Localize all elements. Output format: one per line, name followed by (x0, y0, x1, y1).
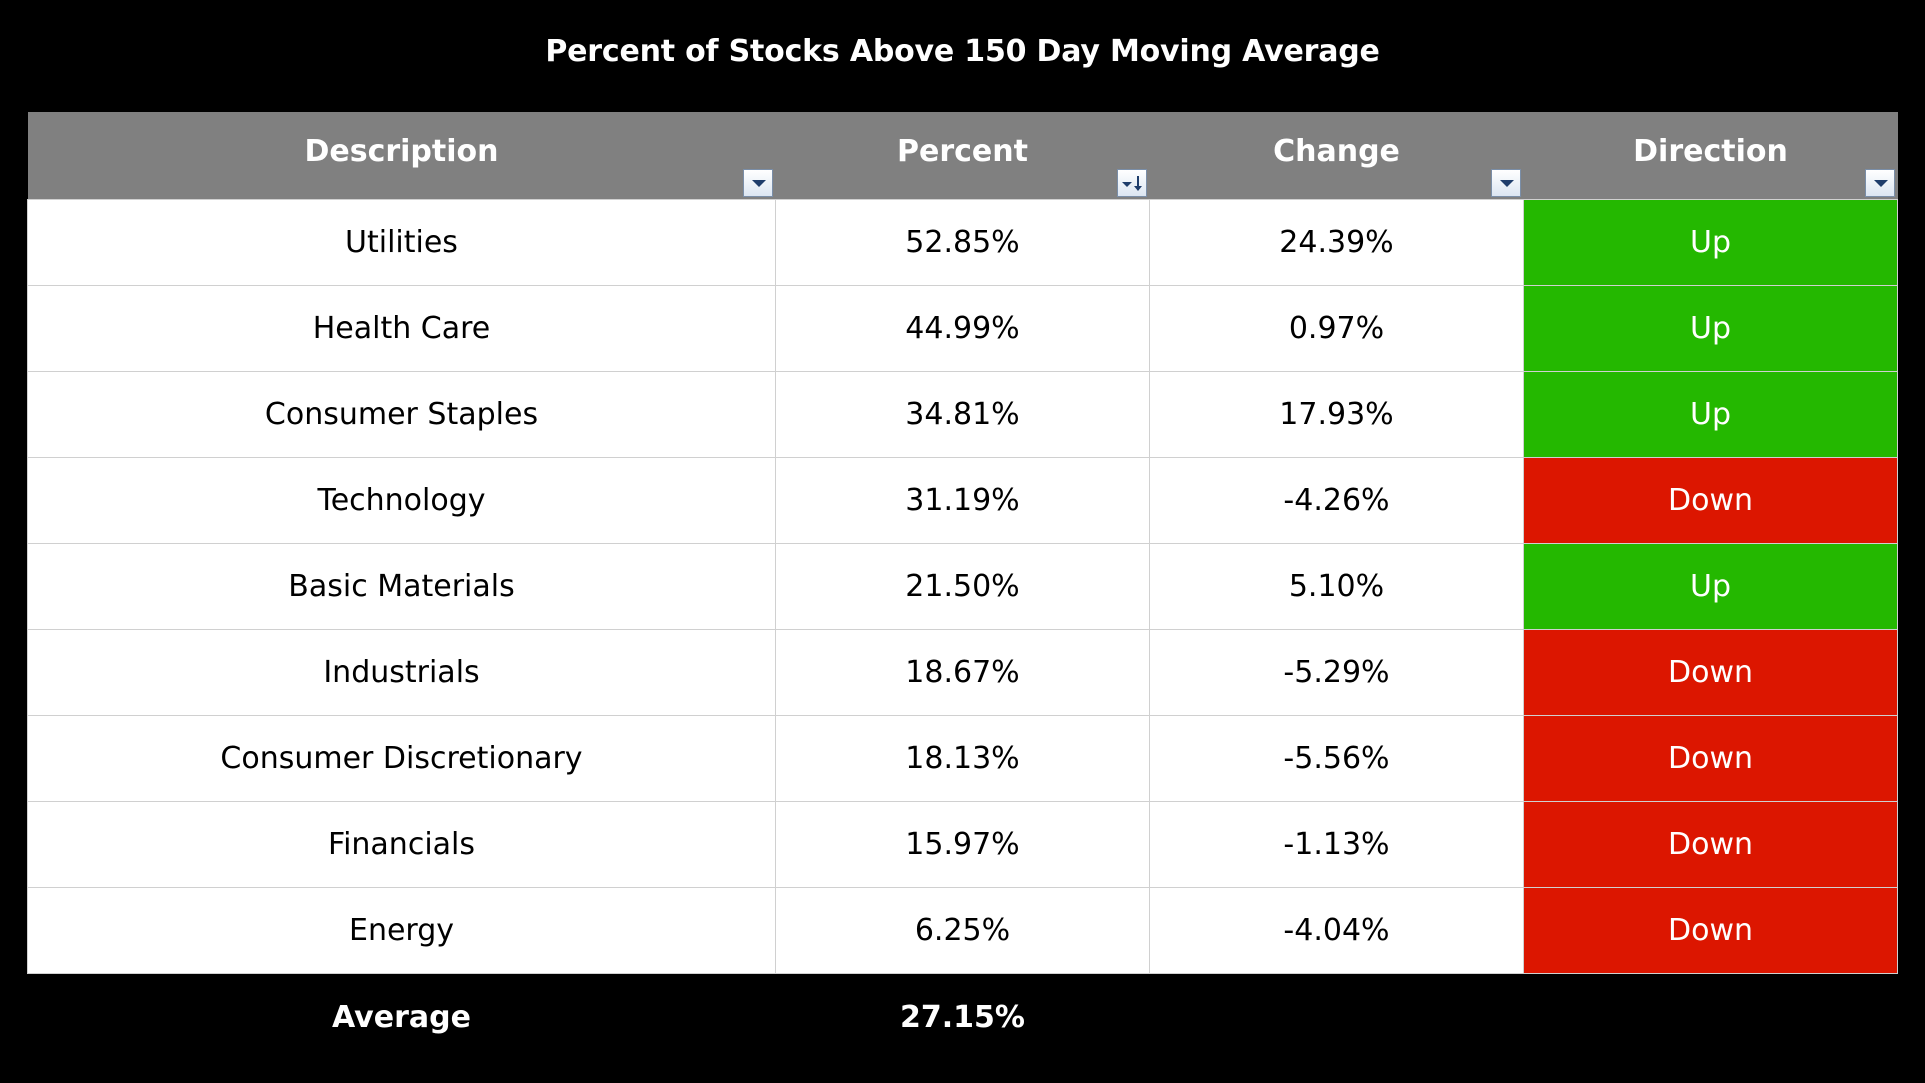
table-title: Percent of Stocks Above 150 Day Moving A… (545, 34, 1380, 69)
cell-percent[interactable]: 6.25% (775, 887, 1150, 974)
header-row: Description Percent Change (27, 112, 1898, 200)
cell-percent[interactable]: 18.13% (775, 715, 1150, 802)
cell-description[interactable]: Basic Materials (27, 543, 776, 630)
cell-description[interactable]: Energy (27, 887, 776, 974)
cell-direction[interactable]: Down (1523, 457, 1898, 544)
cell-percent[interactable]: 44.99% (775, 285, 1150, 372)
cell-direction[interactable]: Up (1523, 199, 1898, 286)
table-row: Technology 31.19% -4.26% Down (27, 457, 1898, 544)
cell-description[interactable]: Consumer Staples (27, 371, 776, 458)
cell-description[interactable]: Consumer Discretionary (27, 715, 776, 802)
cell-direction[interactable]: Down (1523, 801, 1898, 888)
chevron-down-icon (1499, 180, 1514, 187)
cell-description[interactable]: Financials (27, 801, 776, 888)
filter-dropdown-percent[interactable] (1116, 169, 1147, 197)
footer-average-percent[interactable]: 27.15% (775, 973, 1150, 1060)
table-row: Consumer Discretionary 18.13% -5.56% Dow… (27, 715, 1898, 802)
cell-change[interactable]: 24.39% (1149, 199, 1524, 286)
cell-change[interactable]: -1.13% (1149, 801, 1524, 888)
footer-average-label[interactable]: Average (27, 973, 776, 1060)
table-row: Industrials 18.67% -5.29% Down (27, 629, 1898, 716)
cell-description[interactable]: Industrials (27, 629, 776, 716)
cell-direction[interactable]: Down (1523, 715, 1898, 802)
cell-direction[interactable]: Down (1523, 887, 1898, 974)
cell-change[interactable]: -5.56% (1149, 715, 1524, 802)
table-row: Consumer Staples 34.81% 17.93% Up (27, 371, 1898, 458)
cell-change[interactable]: -5.29% (1149, 629, 1524, 716)
cell-change[interactable]: -4.26% (1149, 457, 1524, 544)
data-table-container: Description Percent Change (27, 112, 1898, 1060)
cell-direction[interactable]: Up (1523, 371, 1898, 458)
column-header-change: Change (1149, 112, 1524, 200)
column-header-percent: Percent (775, 112, 1150, 200)
data-table: Description Percent Change (27, 112, 1898, 1060)
column-header-description: Description (27, 112, 776, 200)
table-row: Utilities 52.85% 24.39% Up (27, 199, 1898, 286)
cell-direction[interactable]: Up (1523, 285, 1898, 372)
cell-change[interactable]: 0.97% (1149, 285, 1524, 372)
cell-percent[interactable]: 18.67% (775, 629, 1150, 716)
cell-direction[interactable]: Down (1523, 629, 1898, 716)
filter-dropdown-change[interactable] (1490, 169, 1521, 197)
cell-change[interactable]: 5.10% (1149, 543, 1524, 630)
column-header-label: Change (1273, 134, 1400, 169)
column-header-label: Percent (897, 134, 1028, 169)
sort-descending-icon (1136, 176, 1139, 189)
cell-change[interactable]: 17.93% (1149, 371, 1524, 458)
table-row: Health Care 44.99% 0.97% Up (27, 285, 1898, 372)
cell-percent[interactable]: 15.97% (775, 801, 1150, 888)
cell-percent[interactable]: 52.85% (775, 199, 1150, 286)
cell-description[interactable]: Technology (27, 457, 776, 544)
table-row: Financials 15.97% -1.13% Down (27, 801, 1898, 888)
chevron-down-icon (1121, 182, 1132, 187)
footer-empty-cell[interactable] (1149, 973, 1524, 1060)
filter-dropdown-description[interactable] (742, 169, 773, 197)
footer-empty-cell[interactable] (1523, 973, 1898, 1060)
cell-change[interactable]: -4.04% (1149, 887, 1524, 974)
column-header-label: Description (304, 134, 499, 169)
chevron-down-icon (1873, 180, 1888, 187)
filter-dropdown-direction[interactable] (1864, 169, 1895, 197)
cell-description[interactable]: Utilities (27, 199, 776, 286)
cell-percent[interactable]: 31.19% (775, 457, 1150, 544)
table-row: Energy 6.25% -4.04% Down (27, 887, 1898, 974)
cell-percent[interactable]: 21.50% (775, 543, 1150, 630)
footer-row: Average 27.15% (27, 973, 1898, 1060)
cell-percent[interactable]: 34.81% (775, 371, 1150, 458)
cell-direction[interactable]: Up (1523, 543, 1898, 630)
chevron-down-icon (751, 180, 766, 187)
table-row: Basic Materials 21.50% 5.10% Up (27, 543, 1898, 630)
column-header-direction: Direction (1523, 112, 1898, 200)
cell-description[interactable]: Health Care (27, 285, 776, 372)
column-header-label: Direction (1633, 134, 1788, 169)
